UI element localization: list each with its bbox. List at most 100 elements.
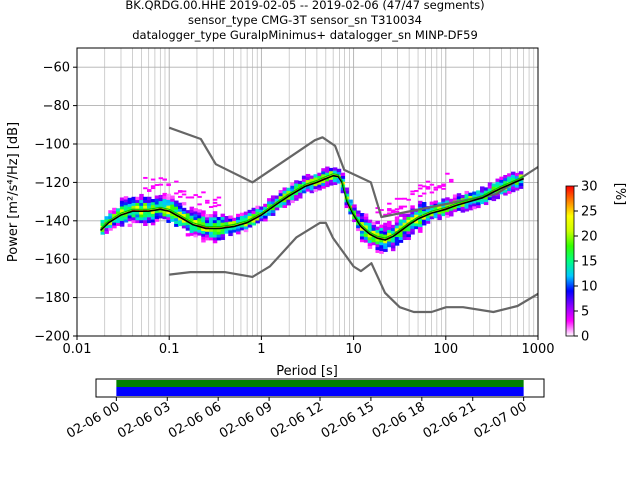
heatmap-cell <box>197 195 202 198</box>
heatmap-cell <box>371 224 377 228</box>
heatmap-cell <box>185 224 191 228</box>
heatmap-cell <box>208 206 214 208</box>
heatmap-cell <box>270 204 276 208</box>
heatmap-cell <box>429 207 435 211</box>
heatmap-cell <box>336 168 342 173</box>
plot-frame <box>76 47 539 337</box>
heatmap-cell <box>352 207 357 211</box>
heatmap-cell <box>282 201 288 206</box>
heatmap-cell <box>251 207 257 212</box>
heatmap-cell <box>197 203 202 206</box>
heatmap-cell <box>170 198 175 202</box>
heatmap-cell <box>394 236 400 240</box>
heatmap-cell <box>441 184 446 187</box>
heatmap-cell <box>170 218 175 222</box>
heatmap-cell <box>174 214 179 219</box>
heatmap-cell <box>193 211 198 215</box>
heatmap-cell <box>189 196 195 199</box>
heatmap-cell <box>286 196 291 200</box>
x-tick-label: 1 <box>257 342 265 357</box>
heatmap-cell <box>193 194 198 197</box>
heatmap-cell <box>317 184 322 188</box>
heatmap-cell <box>189 218 195 222</box>
heatmap-cell <box>255 205 260 209</box>
heatmap-cell <box>402 219 408 223</box>
heatmap-cell <box>383 248 388 252</box>
heatmap-cell <box>135 216 140 221</box>
heatmap-cell <box>313 182 318 187</box>
heatmap-cell <box>154 209 160 214</box>
heatmap-cell <box>290 188 295 192</box>
y-tick-label: −200 <box>34 330 70 345</box>
colorbar-tick-label: 25 <box>581 205 598 220</box>
heatmap-cell <box>185 196 191 199</box>
heatmap-cell <box>394 242 400 246</box>
x-tick-label: 0.1 <box>159 342 180 357</box>
heatmap-cell <box>236 228 241 232</box>
heatmap-cell <box>371 221 377 226</box>
heatmap-cell <box>390 239 396 243</box>
heatmap-cell <box>425 186 431 189</box>
heatmap-cell <box>301 175 307 179</box>
heatmap-cell <box>216 219 222 224</box>
heatmap-cell <box>174 223 179 227</box>
heatmap-cell <box>359 227 365 231</box>
heatmap-cell <box>449 198 454 203</box>
heatmap-cell <box>216 231 222 235</box>
heatmap-cell <box>387 208 392 210</box>
heatmap-cell <box>503 183 508 187</box>
heatmap-cell <box>375 226 380 230</box>
heatmap-cell <box>205 225 210 229</box>
heatmap-cell <box>154 204 160 208</box>
heatmap-cell <box>205 199 210 202</box>
heatmap-cell <box>468 201 473 205</box>
heatmap-cell <box>410 190 415 193</box>
heatmap-cell <box>212 231 218 235</box>
heatmap-cell <box>224 218 229 223</box>
heatmap-cell <box>301 184 307 188</box>
heatmap-cell <box>406 219 411 223</box>
heatmap-cell <box>394 208 400 211</box>
heatmap-cell <box>503 177 508 182</box>
heatmap-cell <box>371 241 377 246</box>
heatmap-cell <box>359 213 365 217</box>
heatmap-cell <box>410 222 415 226</box>
heatmap-cell <box>104 219 109 223</box>
heatmap-cell <box>487 196 493 201</box>
heatmap-cell <box>267 206 272 211</box>
heatmap-cell <box>166 193 171 198</box>
heatmap-cell <box>154 218 160 222</box>
heatmap-cell <box>464 202 469 206</box>
heatmap-cell <box>425 217 431 221</box>
heatmap-cell <box>108 227 113 231</box>
heatmap-cell <box>177 217 183 221</box>
heatmap-cell <box>449 207 454 211</box>
heatmap-cell <box>348 202 353 206</box>
heatmap-cell <box>332 175 338 180</box>
heatmap-cell <box>309 175 315 179</box>
heatmap-cell <box>340 178 346 182</box>
heatmap-cell <box>518 174 524 178</box>
heatmap-cell <box>189 226 195 231</box>
heatmap-cell <box>510 183 516 187</box>
heatmap-cell <box>367 225 373 229</box>
heatmap-cell <box>437 208 442 212</box>
heatmap-cell <box>394 239 400 243</box>
heatmap-cell <box>325 175 330 179</box>
heatmap-cell <box>410 225 415 229</box>
heatmap-cell <box>410 231 415 235</box>
heatmap-cell <box>340 175 346 179</box>
heatmap-cell <box>379 230 384 234</box>
y-tick-label: −140 <box>34 214 70 229</box>
heatmap-cell <box>441 212 446 217</box>
heatmap-cell <box>181 193 187 196</box>
heatmap-cell <box>243 220 249 224</box>
heatmap-cell <box>251 222 257 226</box>
heatmap-cell <box>247 218 253 222</box>
heatmap-cell <box>410 193 415 196</box>
heatmap-cell <box>518 179 524 184</box>
heatmap-cell <box>328 170 334 175</box>
heatmap-cell <box>398 219 404 223</box>
heatmap-cell <box>398 222 404 226</box>
heatmap-cell <box>406 233 411 238</box>
